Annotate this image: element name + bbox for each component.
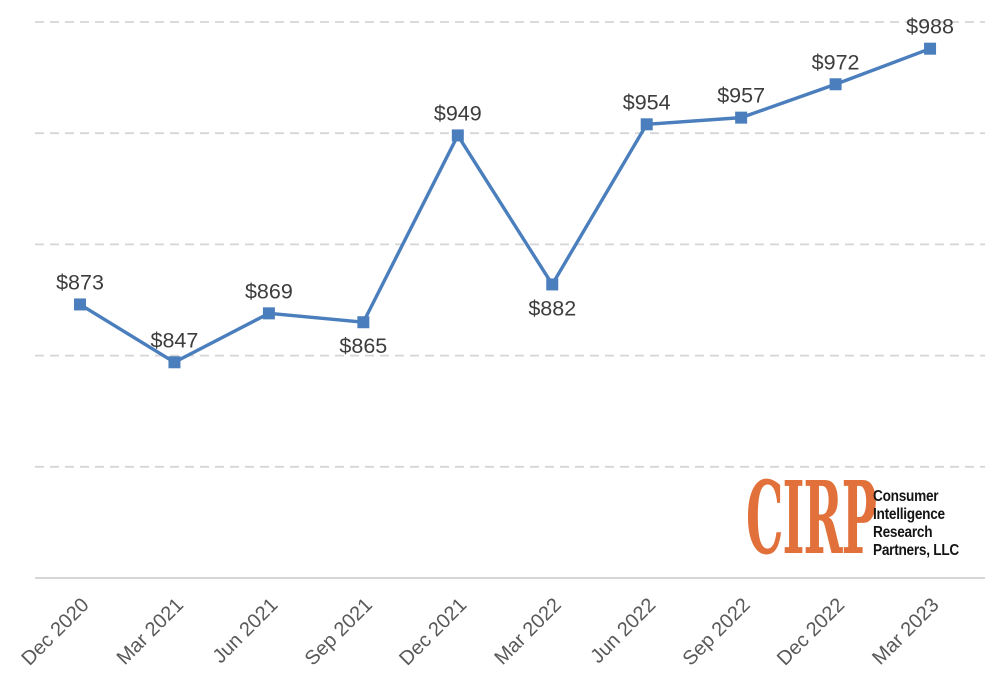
data-label: $957 [717, 84, 765, 108]
data-point-marker [168, 356, 181, 369]
data-point-marker [735, 111, 748, 124]
data-point-marker [640, 118, 653, 131]
data-label: $988 [906, 15, 954, 39]
x-axis-label: Sep 2022 [679, 594, 755, 670]
data-point-marker [924, 42, 937, 55]
data-point-marker [829, 78, 842, 91]
data-label: $873 [56, 270, 104, 294]
x-axis-label: Mar 2022 [490, 594, 565, 669]
x-axis-label: Dec 2021 [395, 594, 471, 670]
data-point-marker [546, 278, 559, 291]
data-label: $865 [339, 334, 387, 358]
data-label: $949 [434, 101, 482, 125]
data-label: $972 [812, 50, 860, 74]
data-label: $869 [245, 279, 293, 303]
data-point-marker [357, 316, 370, 329]
data-point-marker [262, 307, 275, 320]
data-label: $882 [528, 296, 576, 320]
x-axis-label: Dec 2022 [773, 594, 849, 670]
data-label: $954 [623, 90, 671, 114]
x-axis-label: Mar 2021 [113, 594, 188, 669]
x-axis-label: Jun 2022 [586, 594, 660, 668]
x-axis-label: Sep 2021 [301, 594, 377, 670]
data-label: $847 [151, 328, 199, 352]
data-point-marker [74, 298, 86, 311]
x-axis-label: Jun 2021 [209, 594, 283, 668]
x-axis-label: Mar 2023 [868, 594, 943, 669]
x-axis-label: Dec 2020 [17, 594, 93, 670]
data-point-marker [451, 129, 464, 142]
data-line [78, 46, 932, 364]
